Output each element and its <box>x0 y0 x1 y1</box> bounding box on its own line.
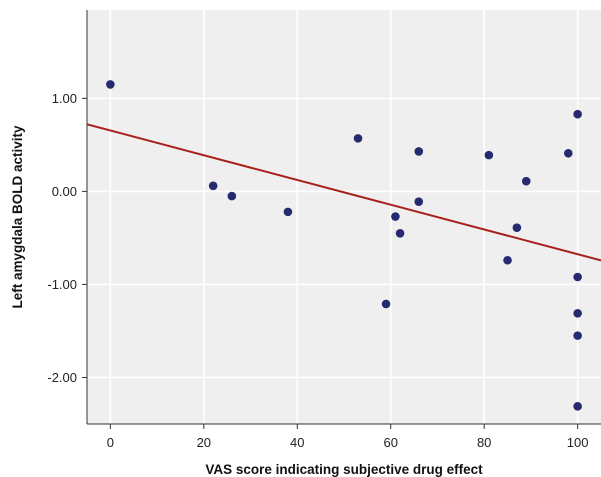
data-point <box>484 150 494 160</box>
regression-line <box>86 123 601 262</box>
grid-vertical <box>109 10 579 424</box>
data-point <box>563 148 573 158</box>
data-point <box>414 147 424 156</box>
data-point <box>208 181 218 191</box>
data-point <box>414 197 424 206</box>
y-tick-label: 1.00 <box>52 91 77 106</box>
x-tick-label: 0 <box>107 435 114 450</box>
x-axis-ticks: 0 20 40 60 80 100 <box>107 424 589 450</box>
data-points <box>106 80 582 411</box>
x-tick-label: 80 <box>477 435 491 450</box>
x-tick-label: 20 <box>197 435 211 450</box>
plot-background <box>87 10 601 424</box>
data-point <box>353 134 363 143</box>
data-point <box>106 80 115 89</box>
x-tick-label: 40 <box>290 435 304 450</box>
data-point <box>227 191 237 201</box>
data-point <box>573 308 582 318</box>
data-point <box>503 255 512 265</box>
data-point <box>381 299 391 309</box>
y-tick-label: -1.00 <box>47 277 77 292</box>
y-axis-ticks: 1.00 0.00 -1.00 -2.00 <box>47 91 87 385</box>
data-point <box>283 207 293 217</box>
data-point <box>512 223 522 232</box>
data-point <box>573 109 582 119</box>
y-tick-label: -2.00 <box>47 370 77 385</box>
x-tick-label: 60 <box>383 435 397 450</box>
data-point <box>573 331 582 340</box>
y-tick-label: 0.00 <box>52 184 77 199</box>
data-point <box>395 228 405 238</box>
data-point <box>573 402 582 411</box>
data-point <box>573 272 582 282</box>
data-point <box>391 212 400 221</box>
grid-horizontal <box>87 97 601 379</box>
x-tick-label: 100 <box>567 435 589 450</box>
data-point <box>521 176 531 186</box>
x-axis-title: VAS score indicating subjective drug eff… <box>205 462 483 477</box>
y-axis-title: Left amygdala BOLD activity <box>10 125 25 309</box>
